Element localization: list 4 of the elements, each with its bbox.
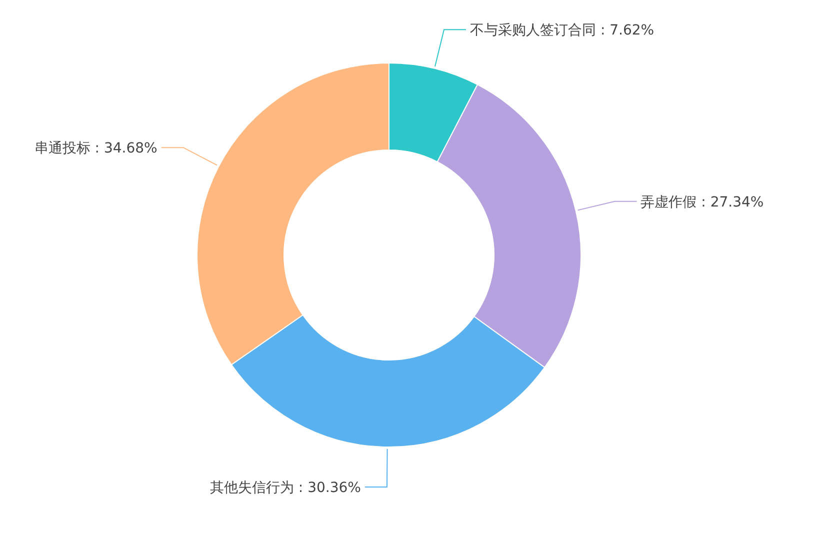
slice-label: 其他失信行为 : 30.36% [210, 480, 361, 496]
slice-label: 不与采购人签订合同 : 7.62% [470, 22, 654, 39]
slice-label: 弄虚作假 : 27.34% [640, 194, 764, 210]
slice-label: 串通投标 : 34.68% [34, 140, 158, 156]
